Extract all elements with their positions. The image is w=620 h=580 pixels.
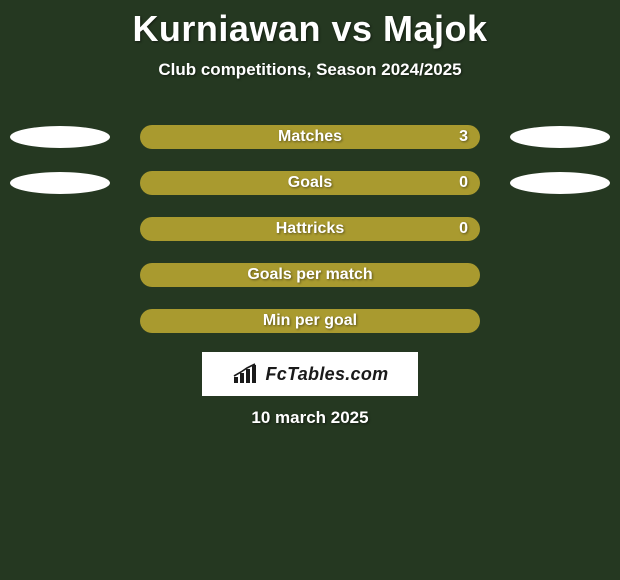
right-ellipse [510,172,610,194]
stat-label: Hattricks [276,220,344,238]
stat-bar: Goals 0 [140,171,480,195]
stat-bar: Goals per match [140,263,480,287]
brand-text: FcTables.com [266,364,389,385]
stat-label: Goals per match [247,266,372,284]
stat-bar: Hattricks 0 [140,217,480,241]
brand-badge: FcTables.com [202,352,418,396]
subtitle: Club competitions, Season 2024/2025 [0,60,620,80]
stat-value-right: 0 [459,220,468,238]
stat-row-matches: Matches 3 [0,118,620,164]
stat-row-goals: Goals 0 [0,164,620,210]
stat-row-goals-per-match: Goals per match [0,256,620,302]
stat-value-right: 3 [459,128,468,146]
stat-label: Goals [288,174,332,192]
footer-date: 10 march 2025 [0,408,620,428]
stat-label: Min per goal [263,312,357,330]
stat-value-right: 0 [459,174,468,192]
right-ellipse [510,126,610,148]
stat-bar: Matches 3 [140,125,480,149]
stat-rows: Matches 3 Goals 0 Hattricks 0 Goals [0,118,620,348]
stat-bar: Min per goal [140,309,480,333]
page-title: Kurniawan vs Majok [0,0,620,50]
comparison-card: Kurniawan vs Majok Club competitions, Se… [0,0,620,580]
stat-row-min-per-goal: Min per goal [0,302,620,348]
left-ellipse [10,126,110,148]
bar-chart-icon [232,363,260,385]
left-ellipse [10,172,110,194]
stat-label: Matches [278,128,342,146]
stat-row-hattricks: Hattricks 0 [0,210,620,256]
